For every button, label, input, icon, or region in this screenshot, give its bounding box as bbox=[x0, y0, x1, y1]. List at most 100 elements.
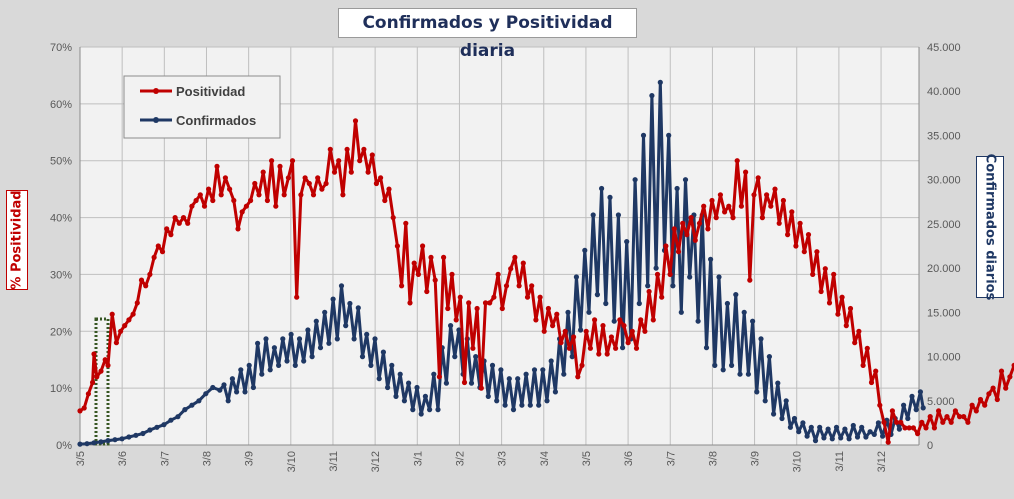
positividad-point bbox=[98, 369, 103, 374]
positividad-point bbox=[575, 374, 580, 379]
positividad-point bbox=[86, 391, 91, 396]
positividad-point bbox=[303, 175, 308, 180]
positividad-point bbox=[739, 204, 744, 209]
confirmados-point bbox=[578, 327, 583, 332]
confirmados-point bbox=[591, 212, 596, 217]
positividad-point bbox=[160, 249, 165, 254]
positividad-point bbox=[819, 289, 824, 294]
y-left-tick-label: 50% bbox=[50, 156, 72, 168]
positividad-point bbox=[798, 221, 803, 226]
confirmados-point bbox=[561, 372, 566, 377]
confirmados-point bbox=[486, 394, 491, 399]
y-axis-right-label: Confirmados diarios bbox=[976, 156, 1004, 298]
confirmados-point bbox=[528, 403, 533, 408]
positividad-point bbox=[764, 192, 769, 197]
positividad-point bbox=[600, 323, 605, 328]
positividad-point bbox=[735, 158, 740, 163]
confirmados-point bbox=[77, 442, 82, 447]
confirmados-point bbox=[91, 440, 96, 445]
positividad-point bbox=[823, 266, 828, 271]
positividad-point bbox=[726, 204, 731, 209]
positividad-point bbox=[517, 283, 522, 288]
confirmados-point bbox=[448, 323, 453, 328]
positividad-point bbox=[588, 346, 593, 351]
positividad-point bbox=[584, 329, 589, 334]
confirmados-point bbox=[410, 407, 415, 412]
positividad-point bbox=[663, 243, 668, 248]
y-left-tick-label: 20% bbox=[50, 326, 72, 338]
confirmados-point bbox=[377, 376, 382, 381]
confirmados-point bbox=[414, 385, 419, 390]
positividad-point bbox=[273, 204, 278, 209]
confirmados-point bbox=[326, 341, 331, 346]
positividad-point bbox=[777, 221, 782, 226]
positividad-point bbox=[550, 323, 555, 328]
positividad-point bbox=[424, 289, 429, 294]
positividad-point bbox=[709, 198, 714, 203]
confirmados-point bbox=[490, 363, 495, 368]
positividad-point bbox=[214, 164, 219, 169]
positividad-point bbox=[936, 408, 941, 413]
positividad-point bbox=[898, 420, 903, 425]
positividad-point bbox=[479, 386, 484, 391]
positividad-point bbox=[571, 334, 576, 339]
positividad-point bbox=[131, 312, 136, 317]
confirmados-point bbox=[515, 376, 520, 381]
confirmados-point bbox=[876, 420, 881, 425]
confirmados-point bbox=[637, 301, 642, 306]
legend-positividad-label: Positividad bbox=[176, 84, 245, 99]
confirmados-point bbox=[540, 367, 545, 372]
confirmados-point bbox=[771, 411, 776, 416]
confirmados-point bbox=[360, 354, 365, 359]
confirmados-point bbox=[813, 438, 818, 443]
confirmados-point bbox=[161, 422, 166, 427]
positividad-point bbox=[500, 306, 505, 311]
positividad-point bbox=[747, 278, 752, 283]
confirmados-point bbox=[779, 416, 784, 421]
x-tick-label: 3/1 bbox=[412, 451, 424, 466]
confirmados-point bbox=[498, 367, 503, 372]
positividad-point bbox=[861, 363, 866, 368]
confirmados-point bbox=[729, 363, 734, 368]
confirmados-point bbox=[620, 345, 625, 350]
positividad-point bbox=[315, 175, 320, 180]
positividad-point bbox=[114, 340, 119, 345]
x-tick-label: 3/11 bbox=[328, 451, 340, 472]
confirmados-point bbox=[210, 385, 215, 390]
positividad-point bbox=[94, 374, 99, 379]
legend-positividad-marker bbox=[153, 88, 159, 94]
positividad-point bbox=[768, 204, 773, 209]
positividad-point bbox=[626, 340, 631, 345]
positividad-point bbox=[231, 198, 236, 203]
confirmados-point bbox=[119, 436, 124, 441]
confirmados-point bbox=[318, 345, 323, 350]
positividad-point bbox=[928, 414, 933, 419]
confirmados-point bbox=[716, 274, 721, 279]
positividad-point bbox=[307, 181, 312, 186]
positividad-point bbox=[504, 283, 509, 288]
x-tick-label: 3/8 bbox=[201, 451, 213, 466]
confirmados-point bbox=[863, 434, 868, 439]
confirmados-point bbox=[603, 301, 608, 306]
confirmados-point bbox=[834, 425, 839, 430]
positividad-point bbox=[592, 317, 597, 322]
confirmados-point bbox=[549, 358, 554, 363]
positividad-point bbox=[328, 147, 333, 152]
confirmados-point bbox=[511, 407, 516, 412]
positividad-point bbox=[294, 295, 299, 300]
confirmados-point bbox=[679, 310, 684, 315]
positividad-point bbox=[399, 283, 404, 288]
legend-confirmados-marker bbox=[153, 117, 159, 123]
positividad-point bbox=[202, 204, 207, 209]
positividad-point bbox=[877, 403, 882, 408]
positividad-point bbox=[651, 317, 656, 322]
confirmados-point bbox=[203, 391, 208, 396]
confirmados-point bbox=[168, 418, 173, 423]
positividad-point bbox=[139, 278, 144, 283]
positividad-point bbox=[923, 425, 928, 430]
confirmados-point bbox=[503, 403, 508, 408]
confirmados-point bbox=[251, 385, 256, 390]
confirmados-point bbox=[473, 354, 478, 359]
positividad-point bbox=[689, 215, 694, 220]
positividad-point bbox=[512, 255, 517, 260]
